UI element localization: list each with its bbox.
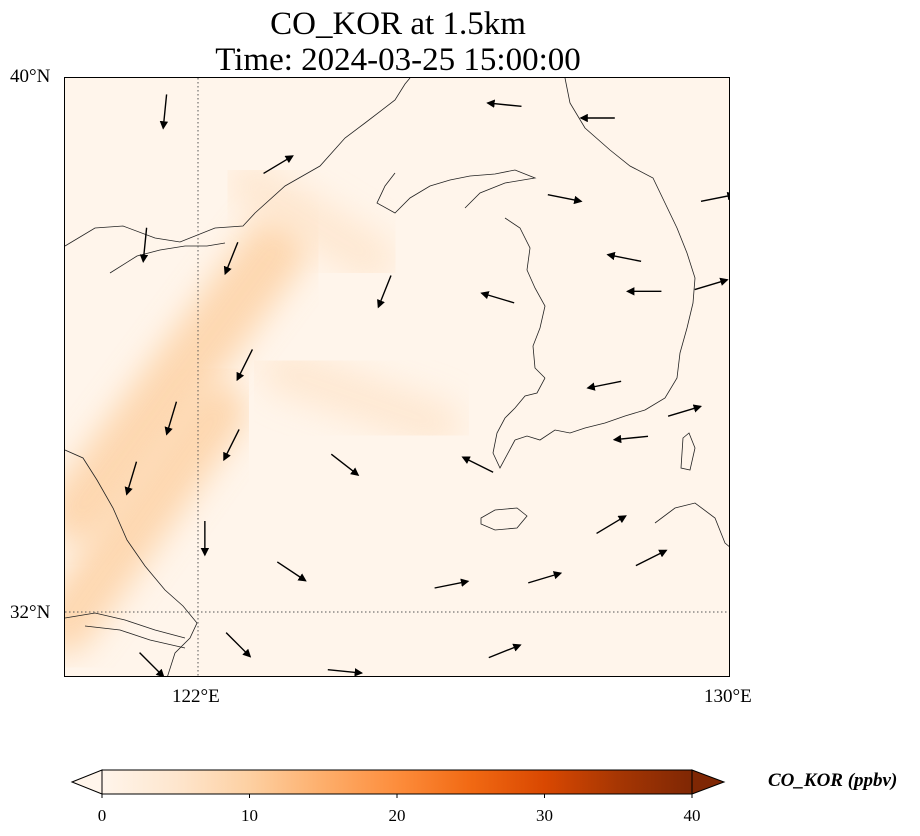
colorbar-extend-max (691, 769, 726, 795)
wind-arrow-12 (612, 434, 649, 444)
liaodong-peninsula (376, 169, 537, 214)
wind-arrow-27 (488, 643, 522, 659)
map-title: CO_KOR at 1.5km (270, 6, 526, 42)
wind-arrow-0 (159, 94, 169, 130)
korea-peninsula-east-coast (564, 78, 696, 411)
wind-arrow-16 (377, 275, 392, 309)
lon-tick-label-130: 130°E (704, 686, 752, 707)
colorbar-tick-label-10: 10 (241, 806, 258, 825)
wind-arrow-1 (263, 155, 294, 175)
wind-arrow-24 (434, 578, 470, 589)
wind-arrow-23 (276, 561, 307, 582)
wind-arrow-18 (164, 401, 178, 436)
wind-arrow-9 (694, 277, 729, 291)
coastline-layer (65, 78, 729, 676)
korea-west-coast-south (492, 377, 546, 469)
wind-vector-layer (124, 94, 729, 676)
colorbar-tick-label-0: 0 (97, 806, 107, 825)
china-coastline-north (65, 78, 411, 247)
concentration-map (65, 78, 729, 676)
colorbar (70, 769, 726, 798)
map-panel (64, 77, 730, 677)
wind-arrow-17 (236, 349, 254, 382)
wind-arrow-5 (547, 193, 583, 205)
yangtze-delta-coast (65, 449, 198, 676)
co-plume-0 (65, 212, 311, 544)
co-field-layer (65, 159, 462, 654)
wind-arrow-31 (225, 632, 252, 658)
wind-arrow-28 (596, 515, 627, 535)
wind-arrow-11 (667, 404, 703, 417)
colorbar-tick-label-40: 40 (683, 806, 701, 825)
korea-south-coast (514, 409, 646, 441)
jeju-island (480, 507, 528, 531)
colorbar-label: CO_KOR (ppbv) (768, 770, 898, 791)
lat-tick-label-40: 40°N (10, 66, 51, 87)
wind-arrow-21 (223, 429, 240, 462)
wind-arrow-4 (700, 191, 729, 203)
colorbar-extend-min (70, 769, 103, 795)
colorbar-gradient (101, 769, 693, 795)
co-plume-1 (65, 382, 248, 654)
yangtze-river (65, 612, 186, 649)
map-subtitle-time: Time: 2024-03-25 15:00:00 (215, 42, 581, 78)
co-plume-3 (226, 159, 397, 283)
wind-arrow-7 (480, 291, 515, 304)
tsushima-island (680, 432, 696, 471)
north-korea-west-coast (504, 217, 546, 379)
wind-arrow-19 (124, 461, 138, 496)
colorbar-tick-label-20: 20 (388, 806, 406, 825)
bohai-coast (109, 242, 226, 274)
wind-arrow-22 (330, 453, 360, 476)
wind-arrow-30 (139, 652, 165, 676)
wind-arrow-26 (327, 668, 364, 676)
wind-arrow-10 (586, 380, 622, 391)
wind-arrow-6 (606, 251, 642, 263)
japan-kyushu-coast (654, 502, 729, 547)
colorbar-tick-marks (101, 794, 693, 798)
wind-arrow-29 (635, 549, 668, 567)
wind-arrow-15 (223, 241, 239, 276)
wind-arrow-2 (486, 99, 522, 108)
co-plume-2 (260, 347, 462, 449)
graticule-lines (65, 78, 729, 676)
lon-tick-label-122: 122°E (172, 686, 220, 707)
colorbar-tick-label-30: 30 (536, 806, 553, 825)
lat-tick-label-32: 32°N (10, 602, 51, 623)
wind-arrow-14 (139, 227, 149, 263)
wind-arrow-13 (461, 456, 494, 473)
wind-arrow-25 (528, 571, 563, 584)
